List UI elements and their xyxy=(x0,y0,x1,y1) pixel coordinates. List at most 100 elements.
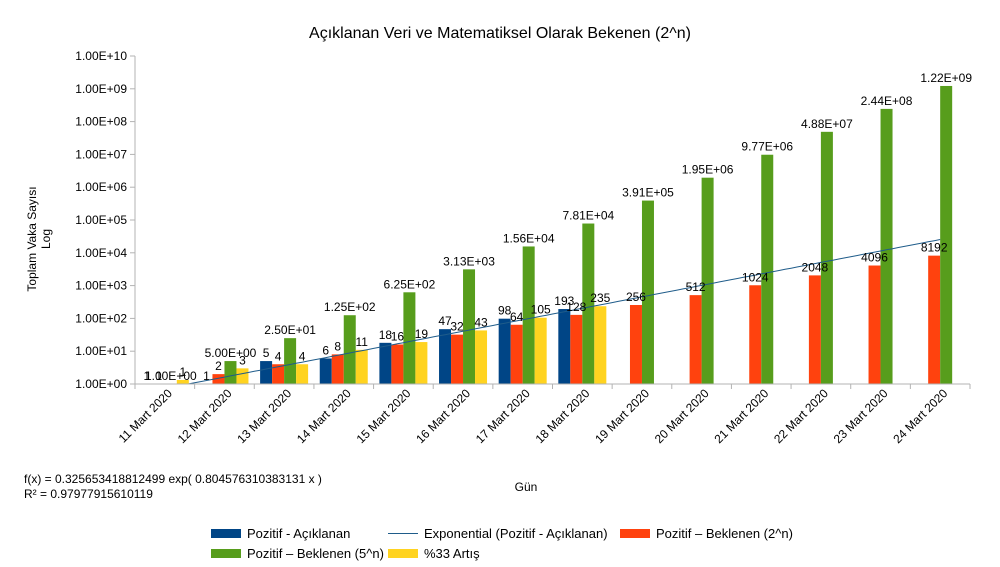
bar-value-label: 128 xyxy=(566,300,586,314)
y-axis-label-secondary: Log xyxy=(39,229,53,249)
bar xyxy=(391,344,404,384)
bar-value-label: 2048 xyxy=(802,260,829,274)
bar xyxy=(379,342,392,384)
bar xyxy=(331,354,344,384)
bar-value-label: 1 xyxy=(203,369,210,383)
bar-value-label: 7.81E+04 xyxy=(562,209,614,223)
bar-value-label: 2.50E+01 xyxy=(264,323,316,337)
y-tick-label: 1.00E+05 xyxy=(75,213,127,227)
bar-value-label: 105 xyxy=(531,303,551,317)
y-tick-label: 1.00E+06 xyxy=(75,180,127,194)
bar-value-label: 8192 xyxy=(921,241,948,255)
y-tick-label: 1.00E+00 xyxy=(75,377,127,391)
bar xyxy=(629,305,642,384)
bar-value-label: 16 xyxy=(391,330,405,344)
bar xyxy=(451,334,464,384)
bar xyxy=(594,306,607,384)
y-tick-label: 1.00E+07 xyxy=(75,147,127,161)
legend-swatch xyxy=(388,549,418,558)
x-axis-label: Gün xyxy=(515,480,538,494)
bar-value-label: 1.95E+06 xyxy=(682,163,734,177)
legend-label: Pozitif - Açıklanan xyxy=(247,526,351,541)
x-axis-ticks: 11 Mart 2020 12 Mart 2020 13 Mart 2020 14 M… xyxy=(116,384,971,446)
bar xyxy=(761,154,774,384)
bar-value-label: 1.22E+09 xyxy=(920,71,972,85)
bar xyxy=(355,349,368,384)
chart-title: Açıklanan Veri ve Matematiksel Olarak Be… xyxy=(309,25,691,42)
bar-value-label: 5 xyxy=(263,346,270,360)
bar-value-label: 9.77E+06 xyxy=(741,140,793,154)
bar-value-label: 1 xyxy=(143,369,150,383)
trendline-r-squared: R² = 0.97977915610119 xyxy=(24,487,153,501)
bar xyxy=(176,379,189,384)
bar-value-label: 1.56E+04 xyxy=(503,231,555,245)
bar xyxy=(236,368,249,384)
y-tick-label: 1.00E+02 xyxy=(75,311,127,325)
bar xyxy=(319,358,332,384)
bar xyxy=(808,275,821,384)
bar xyxy=(224,361,237,384)
bar-value-label: 4 xyxy=(299,349,306,363)
legend-label: Pozitif – Beklenen (2^n) xyxy=(656,526,793,541)
trendline-equation: f(x) = 0.325653418812499 exp( 0.80457631… xyxy=(24,472,322,486)
x-tick-label: 19 Mart 2020 xyxy=(592,386,652,446)
bar xyxy=(558,309,571,384)
y-tick-label: 1.00E+08 xyxy=(75,115,127,129)
y-tick-label: 1.00E+04 xyxy=(75,246,127,260)
y-tick-label: 1.00E+01 xyxy=(75,344,127,358)
data-labels: 1 15 6184798193124816326412825651210242048… xyxy=(143,71,972,383)
bar-value-label: 1.25E+02 xyxy=(324,300,376,314)
bar xyxy=(820,131,833,384)
bar-value-label: 98 xyxy=(498,304,512,318)
x-tick-label: 24 Mart 2020 xyxy=(890,386,950,446)
bar xyxy=(570,314,583,384)
x-tick-label: 16 Mart 2020 xyxy=(413,386,473,446)
trendline xyxy=(188,239,941,385)
x-tick-label: 20 Mart 2020 xyxy=(652,386,712,446)
bar-value-label: 1 xyxy=(155,369,162,383)
bar xyxy=(343,315,356,384)
bar xyxy=(582,223,595,384)
bar xyxy=(272,364,285,384)
bar xyxy=(284,338,297,384)
y-tick-label: 1.00E+03 xyxy=(75,279,127,293)
x-tick-label: 21 Mart 2020 xyxy=(711,386,771,446)
bar-value-label: 193 xyxy=(554,294,574,308)
x-tick-label: 15 Mart 2020 xyxy=(354,386,414,446)
bar xyxy=(498,318,511,384)
bar-value-label: 2.44E+08 xyxy=(861,94,913,108)
bar-value-label: 512 xyxy=(686,280,706,294)
x-tick-label: 13 Mart 2020 xyxy=(234,386,294,446)
bar-value-label: 1024 xyxy=(742,270,769,284)
legend-label: Pozitif – Beklenen (5^n) xyxy=(247,546,384,561)
bar-value-label: 11 xyxy=(356,335,369,349)
bar xyxy=(212,374,225,384)
bar-value-label: 32 xyxy=(450,320,464,334)
legend-swatch xyxy=(211,529,241,538)
bar xyxy=(534,317,547,384)
bar xyxy=(689,295,702,384)
bar-value-label: 256 xyxy=(626,290,646,304)
bar xyxy=(415,342,428,384)
trendline-path xyxy=(188,239,941,385)
bar xyxy=(475,330,488,384)
legend-label: Exponential (Pozitif - Açıklanan) xyxy=(424,526,608,541)
x-tick-label: 12 Mart 2020 xyxy=(175,386,235,446)
bar-value-label: 4 xyxy=(275,349,282,363)
bar xyxy=(880,108,893,384)
bar xyxy=(296,364,309,384)
bars xyxy=(176,85,953,384)
bar xyxy=(522,246,535,384)
bar-value-label: 3.13E+03 xyxy=(443,254,495,268)
bar-value-label: 18 xyxy=(379,328,393,342)
y-axis-ticks: 1.00E+00 1.00E+01 1.00E+02 1.00E+03 1.00E+04… xyxy=(75,49,135,391)
bar-value-label: 1.00E+00 xyxy=(145,369,197,383)
x-tick-label: 11 Mart 2020 xyxy=(116,386,176,446)
bar xyxy=(403,292,416,384)
bar xyxy=(940,85,953,384)
bar-value-label: 1 xyxy=(179,365,186,379)
bar-value-label: 8 xyxy=(334,339,341,353)
bar xyxy=(701,177,714,384)
bar-value-label: 6 xyxy=(322,343,329,357)
